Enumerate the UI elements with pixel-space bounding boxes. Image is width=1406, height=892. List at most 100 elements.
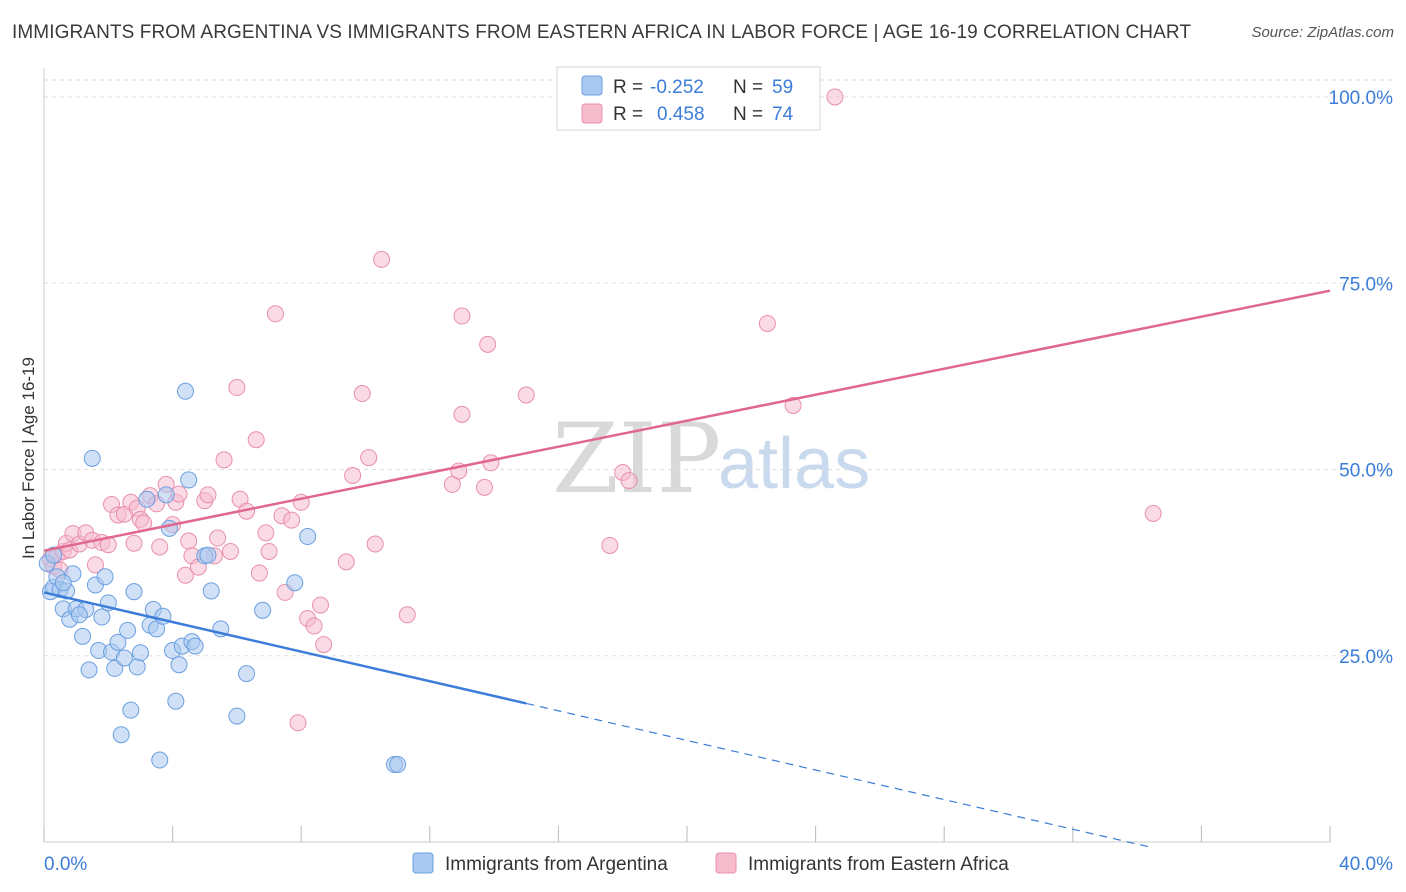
bottom-legend-swatch-argentina xyxy=(412,852,434,874)
eastern-africa-point xyxy=(228,379,246,397)
argentina-point xyxy=(54,574,72,592)
argentina-point xyxy=(115,649,133,667)
argentina-point xyxy=(176,382,194,400)
eastern-africa-point xyxy=(784,396,802,414)
eastern-africa-point xyxy=(266,305,284,323)
eastern-africa-point xyxy=(398,606,416,624)
series-legend: Immigrants from Argentina Immigrants fro… xyxy=(412,852,1009,875)
argentina-point xyxy=(170,656,188,674)
trend-lines xyxy=(43,289,1331,849)
eastern-africa-point xyxy=(353,385,371,403)
argentina-point xyxy=(96,568,114,586)
argentina-point xyxy=(180,471,198,489)
argentina-point xyxy=(125,583,143,601)
legend-n-label-eastern-africa: N = xyxy=(733,104,763,125)
gridlines xyxy=(44,79,1392,657)
argentina-point xyxy=(202,582,220,600)
eastern-africa-point xyxy=(250,564,268,582)
eastern-africa-point xyxy=(151,538,169,556)
argentina-point xyxy=(45,546,63,564)
argentina-point xyxy=(228,707,246,725)
eastern-africa-point xyxy=(453,307,471,325)
source-credit: Source: ZipAtlas.com xyxy=(1251,24,1394,41)
eastern-africa-point xyxy=(620,472,638,490)
argentina-point xyxy=(83,449,101,467)
eastern-africa-point xyxy=(373,250,391,268)
eastern-africa-point xyxy=(257,524,275,542)
eastern-africa-point xyxy=(479,335,497,353)
argentina-point xyxy=(70,606,88,624)
eastern-africa-point xyxy=(86,556,104,574)
eastern-africa-point xyxy=(826,88,844,106)
legend-swatch-argentina xyxy=(581,75,603,96)
argentina-point xyxy=(138,490,156,508)
bottom-legend-label-argentina: Immigrants from Argentina xyxy=(445,854,668,875)
argentina-point xyxy=(93,608,111,626)
stats-legend: R = -0.252 N = 59 R = 0.458 N = 74 xyxy=(556,66,821,131)
argentina-point xyxy=(167,692,185,710)
eastern-africa-point xyxy=(311,596,329,614)
x-tick-label-min: 0.0% xyxy=(44,854,87,875)
watermark-zip: ZIP xyxy=(552,403,721,515)
argentina-point xyxy=(106,659,124,677)
y-tick-labels: 25.0% 50.0% 75.0% 100.0% xyxy=(1329,88,1394,668)
eastern-africa-point xyxy=(453,405,471,423)
legend-r-value-argentina: -0.252 xyxy=(650,77,704,98)
argentina-point xyxy=(286,574,304,592)
argentina-points xyxy=(38,382,407,774)
eastern-africa-point xyxy=(475,478,493,496)
y-tick-label-75: 75.0% xyxy=(1339,274,1393,295)
legend-swatch-eastern-africa xyxy=(581,103,603,124)
eastern-africa-point xyxy=(344,466,362,484)
y-tick-label-50: 50.0% xyxy=(1339,461,1393,482)
bottom-legend-swatch-eastern-africa xyxy=(715,852,737,874)
argentina-point xyxy=(80,661,98,679)
legend-r-label-argentina: R = xyxy=(613,77,643,98)
legend-n-label-argentina: N = xyxy=(733,77,763,98)
argentina-point xyxy=(186,637,204,655)
eastern-africa-point xyxy=(180,532,198,550)
legend-n-value-argentina: 59 xyxy=(772,77,793,98)
argentina-point xyxy=(122,701,140,719)
y-tick-label-25: 25.0% xyxy=(1339,647,1393,668)
argentina-point xyxy=(128,658,146,676)
eastern-africa-point xyxy=(260,542,278,560)
eastern-africa-point xyxy=(360,449,378,467)
chart-title: IMMIGRANTS FROM ARGENTINA VS IMMIGRANTS … xyxy=(12,22,1192,43)
eastern-africa-point xyxy=(289,714,307,732)
eastern-africa-point xyxy=(366,535,384,553)
x-tick-label-max: 40.0% xyxy=(1339,854,1393,875)
argentina-point xyxy=(157,486,175,504)
eastern-africa-point xyxy=(221,542,239,560)
eastern-africa-point xyxy=(601,536,619,554)
eastern-africa-point xyxy=(517,386,535,404)
argentina-point xyxy=(109,633,127,651)
watermark-atlas: atlas xyxy=(718,424,870,504)
argentina-trend-line xyxy=(43,591,527,705)
eastern-africa-trend-line xyxy=(43,289,1331,552)
eastern-africa-point xyxy=(1144,504,1162,522)
x-tick-labels: 0.0% 40.0% xyxy=(44,854,1393,875)
y-tick-label-100: 100.0% xyxy=(1329,88,1394,109)
argentina-point xyxy=(74,627,92,645)
legend-r-label-eastern-africa: R = xyxy=(613,104,643,125)
eastern-africa-point xyxy=(176,566,194,584)
eastern-africa-point xyxy=(283,511,301,529)
argentina-point xyxy=(199,546,217,564)
eastern-africa-point xyxy=(247,431,265,449)
argentina-point xyxy=(160,519,178,537)
eastern-africa-point xyxy=(337,553,355,571)
argentina-point xyxy=(254,601,272,619)
argentina-point xyxy=(299,528,317,546)
argentina-trend-extension xyxy=(526,702,1154,849)
eastern-africa-point xyxy=(215,451,233,469)
legend-r-value-eastern-africa: 0.458 xyxy=(657,104,705,125)
eastern-africa-point xyxy=(315,636,333,654)
eastern-africa-point xyxy=(482,454,500,472)
argentina-point xyxy=(238,665,256,683)
y-axis-label: In Labor Force | Age 16-19 xyxy=(19,357,38,559)
argentina-point xyxy=(151,751,169,769)
bottom-legend-label-eastern-africa: Immigrants from Eastern Africa xyxy=(748,854,1009,875)
legend-n-value-eastern-africa: 74 xyxy=(772,104,794,125)
